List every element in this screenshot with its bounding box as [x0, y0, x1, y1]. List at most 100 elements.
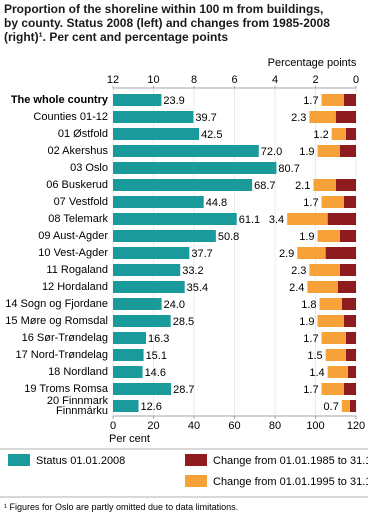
total-label: 2.9	[279, 248, 294, 260]
x-tick-label: 40	[188, 420, 200, 432]
bar	[113, 332, 147, 344]
total-label: 1.7	[303, 95, 318, 107]
value-label: 37.7	[191, 248, 212, 260]
category-label: 03 Oslo	[70, 162, 108, 174]
category-label: The whole country	[10, 94, 108, 106]
change-bar	[317, 230, 340, 242]
category-label: 17 Nord-Trøndelag	[15, 349, 108, 361]
value-label: 12.6	[141, 401, 162, 413]
legend-label: Change from 01.01.1985 to 31.12.1994	[213, 455, 368, 467]
category-label: 02 Akershus	[47, 145, 108, 157]
total-label: 0.7	[324, 401, 339, 413]
value-label: 68.7	[254, 180, 275, 192]
change-bar	[343, 196, 356, 208]
bar	[113, 298, 162, 310]
bar	[113, 213, 237, 225]
value-label: 24.0	[164, 299, 185, 311]
x-axis-label: Per cent	[109, 433, 150, 445]
change-bar	[309, 111, 336, 123]
category-label: 18 Nordland	[48, 366, 108, 378]
bar	[113, 366, 143, 378]
change-bar	[343, 94, 356, 106]
x2-tick-label: 4	[272, 74, 278, 86]
x2-tick-label: 12	[107, 74, 119, 86]
x-tick-label: 20	[147, 420, 159, 432]
total-label: 1.7	[303, 197, 318, 209]
total-label: 1.9	[299, 316, 314, 328]
total-label: 1.7	[303, 333, 318, 345]
change-bar	[321, 383, 344, 395]
change-bar	[337, 281, 356, 293]
total-label: 1.8	[301, 299, 316, 311]
bar	[113, 145, 259, 157]
value-label: 28.7	[173, 384, 194, 396]
bar	[113, 230, 216, 242]
x2-tick-label: 2	[312, 74, 318, 86]
value-label: 16.3	[148, 333, 169, 345]
x2-tick-label: 0	[353, 74, 359, 86]
total-label: 2.1	[295, 180, 310, 192]
x-tick-label: 100	[306, 420, 324, 432]
total-label: 2.3	[291, 112, 306, 124]
bar	[113, 179, 253, 191]
bar	[113, 264, 181, 276]
category-label: 01 Østfold	[57, 128, 108, 140]
change-bar	[297, 247, 326, 259]
legend-swatch	[8, 454, 30, 466]
change-bar	[343, 315, 356, 327]
change-bar	[287, 213, 328, 225]
change-bar	[339, 230, 356, 242]
total-label: 1.9	[299, 231, 314, 243]
change-bar	[345, 349, 356, 361]
category-label: 20 Finnmark Finnmárku	[46, 395, 108, 417]
bar	[113, 383, 172, 395]
x-tick-label: 0	[110, 420, 116, 432]
value-label: 39.7	[195, 112, 216, 124]
legend-swatch	[185, 454, 207, 466]
change-bar	[335, 111, 356, 123]
total-label: 1.2	[313, 129, 328, 141]
category-label: 09 Aust-Agder	[38, 230, 108, 242]
category-label: 10 Vest-Agder	[38, 247, 108, 259]
change-bar	[325, 349, 346, 361]
value-label: 80.7	[278, 163, 299, 175]
value-label: 33.2	[182, 265, 203, 277]
x2-tick-label: 6	[231, 74, 237, 86]
total-label: 1.5	[307, 350, 322, 362]
change-bar	[321, 94, 344, 106]
change-bar	[327, 213, 356, 225]
bar	[113, 281, 185, 293]
value-label: 50.8	[218, 231, 239, 243]
category-label: 19 Troms Romsa	[24, 383, 108, 395]
change-bar	[341, 400, 350, 412]
change-bar	[345, 332, 356, 344]
total-label: 2.4	[289, 282, 304, 294]
legend-swatch	[185, 475, 207, 487]
change-bar	[317, 315, 344, 327]
value-label: 72.0	[261, 146, 282, 158]
chart-title: Proportion of the shoreline within 100 m…	[4, 2, 330, 44]
value-label: 28.5	[173, 316, 194, 328]
x-tick-label: 80	[269, 420, 281, 432]
category-label: Counties 01-12	[33, 111, 108, 123]
category-label: 12 Hordaland	[41, 281, 108, 293]
bar	[113, 315, 171, 327]
category-label: 11 Rogaland	[46, 264, 108, 276]
legend-label: Status 01.01.2008	[36, 455, 125, 467]
total-label: 1.7	[303, 384, 318, 396]
category-label: 15 Møre og Romsdal	[5, 315, 108, 327]
x-tick-label: 60	[228, 420, 240, 432]
change-bar	[313, 179, 336, 191]
change-bar	[309, 264, 340, 276]
legend-label: Change from 01.01.1995 to 31.12.2007	[213, 476, 368, 488]
change-bar	[319, 298, 342, 310]
bar	[113, 111, 194, 123]
category-label: 08 Telemark	[48, 213, 108, 225]
x2-tick-label: 10	[147, 74, 159, 86]
bar	[113, 162, 277, 174]
change-bar	[339, 264, 356, 276]
change-bar	[347, 366, 356, 378]
change-bar	[317, 145, 340, 157]
bar	[113, 94, 162, 106]
